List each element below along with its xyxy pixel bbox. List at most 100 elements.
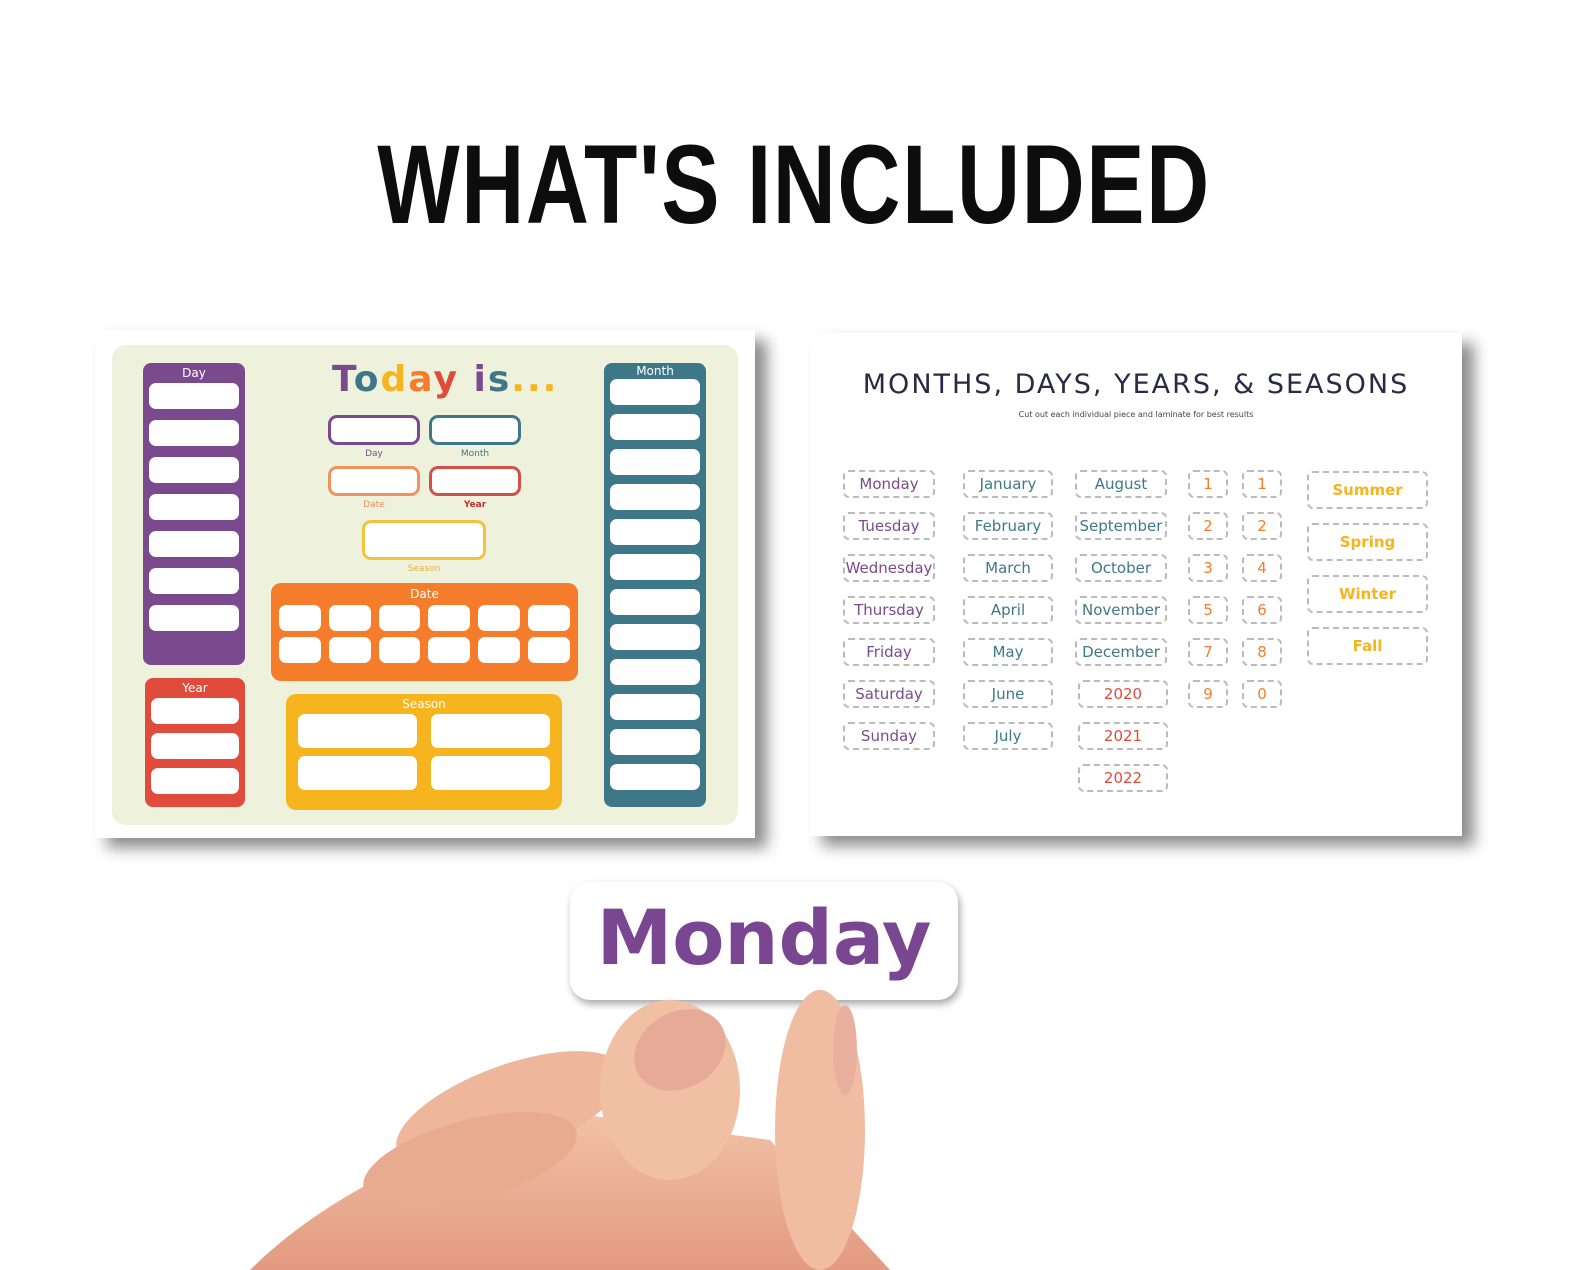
cutout-piece: May [963,638,1053,666]
hand-illustration [250,990,890,1270]
date-grid-label: Date [410,587,439,601]
slot [149,457,239,483]
cutouts-subtitle: Cut out each individual piece and lamina… [1018,410,1254,419]
slot [431,756,550,790]
slot [149,494,239,520]
cutout-piece: 2 [1242,512,1282,540]
cutout-piece: 3 [1188,554,1228,582]
cutout-piece: Sunday [843,722,935,750]
calendar-board: Day Year Month Today is... Day Month Dat… [112,345,738,825]
title-letter: s [487,359,512,400]
date-grid: Date [271,583,578,681]
slot [151,768,239,794]
slot [149,605,239,631]
month-field [429,415,521,445]
slot [610,554,700,580]
slot [478,637,521,663]
slot [328,637,371,663]
slot [378,637,421,663]
slot [149,531,239,557]
cutout-piece: November [1075,596,1167,624]
cutout-piece: Spring [1307,523,1428,561]
day-column: Day [143,363,245,665]
slot [151,698,239,724]
slot [610,764,700,790]
year-field [429,466,521,496]
cutout-piece: 0 [1242,680,1282,708]
cutout-piece: 8 [1242,638,1282,666]
cutout-piece: October [1075,554,1167,582]
cutouts-sheet-preview: MONTHS, DAYS, YEARS, & SEASONS Cut out e… [810,333,1462,836]
slot [610,449,700,475]
cutouts-title: MONTHS, DAYS, YEARS, & SEASONS [862,369,1410,400]
slot [610,589,700,615]
slot [610,519,700,545]
title-letter: a [408,359,434,400]
title-letter: T [332,359,354,400]
season-grid-label: Season [402,697,446,711]
month-column: Month [604,363,706,807]
cutout-piece: 1 [1242,470,1282,498]
season-field [362,520,486,560]
day-field-label: Day [365,449,383,459]
month-field-label: Month [460,449,490,459]
slot [610,379,700,405]
cutout-piece: 4 [1242,554,1282,582]
cutout-piece: September [1075,512,1167,540]
title-letter: y [433,359,459,400]
cutout-piece: Wednesday [843,554,935,582]
title-letter [459,359,474,400]
cutout-piece: Winter [1307,575,1428,613]
slot [428,637,471,663]
cutout-piece: January [963,470,1053,498]
cutout-piece: December [1075,638,1167,666]
slot [279,637,321,663]
cutout-piece: 6 [1242,596,1282,624]
cutout-piece: Saturday [843,680,935,708]
year-column: Year [145,678,245,807]
season-field-label: Season [407,564,441,574]
cutout-piece: 2 [1188,512,1228,540]
year-field-label: Year [463,500,487,510]
cutout-piece: February [963,512,1053,540]
day-column-label: Day [182,366,206,380]
date-field [328,466,420,496]
slot [610,484,700,510]
slot [298,756,417,790]
calendar-board-preview: Day Year Month Today is... Day Month Dat… [95,330,755,838]
cutout-piece: 2020 [1078,680,1168,708]
slot [428,605,471,631]
year-column-label: Year [182,681,208,695]
cutout-piece: April [963,596,1053,624]
cutout-piece: 9 [1188,680,1228,708]
cutout-piece: Thursday [843,596,935,624]
today-is-title: Today is... [332,359,558,400]
cutout-piece: August [1075,470,1167,498]
month-column-label: Month [636,364,674,378]
slot [610,659,700,685]
slot [328,605,371,631]
title-letter: ... [511,359,559,400]
page-heading: WHAT'S INCLUDED [377,122,1211,247]
slot [149,420,239,446]
slot [610,694,700,720]
cutout-piece: July [963,722,1053,750]
cutout-piece: 7 [1188,638,1228,666]
slot [528,605,570,631]
slot [431,714,550,748]
date-field-label: Date [363,500,385,510]
cutout-piece: 2022 [1078,764,1168,792]
slot [528,637,570,663]
cutout-piece: 5 [1188,596,1228,624]
cutout-piece: June [963,680,1053,708]
title-letter: o [353,359,381,400]
season-grid: Season [286,694,562,810]
held-day-card: Monday [570,882,958,1000]
cutout-piece: Summer [1307,471,1428,509]
cutout-piece: March [963,554,1053,582]
cutout-piece: Tuesday [843,512,935,540]
slot [149,383,239,409]
slot [378,605,421,631]
cutout-piece: Fall [1307,627,1428,665]
cutout-piece: 1 [1188,470,1228,498]
